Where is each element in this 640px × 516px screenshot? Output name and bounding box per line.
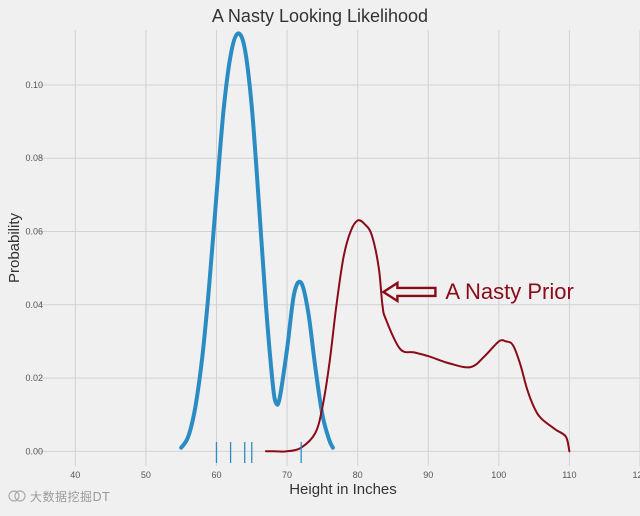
x-tick-label: 60	[211, 470, 221, 480]
x-tick-label: 110	[562, 470, 576, 480]
likelihood-curve	[179, 31, 335, 450]
x-axis-label: Height in Inches	[289, 481, 397, 498]
watermark: 大数据挖掘DT	[8, 488, 110, 505]
tick-labels: 40 50 60 70 80 90 100 110 120 0.00 0.02 0.04 0.06 0.0…	[25, 80, 640, 480]
prior-curve	[264, 219, 571, 453]
x-tick-label: 40	[70, 470, 80, 480]
watermark-logo-icon	[8, 490, 26, 502]
watermark-text: 大数据挖掘DT	[30, 490, 111, 504]
annotation-arrow	[381, 280, 437, 304]
x-tick-label: 50	[141, 470, 151, 480]
x-tick-label: 90	[423, 470, 433, 480]
annotations: A Nasty Prior	[381, 279, 574, 304]
y-tick-label: 0.00	[25, 446, 43, 456]
x-tick-label: 120	[632, 470, 640, 480]
y-tick-label: 0.10	[25, 80, 43, 90]
x-tick-label: 100	[491, 470, 506, 480]
y-axis-label: Probability	[6, 212, 23, 283]
x-tick-label: 70	[282, 470, 292, 480]
y-tick-label: 0.04	[25, 300, 43, 310]
rug-marks	[215, 442, 302, 463]
grid	[40, 30, 640, 466]
annotation-text: A Nasty Prior	[445, 279, 573, 304]
chart-title: A Nasty Looking Likelihood	[212, 6, 428, 26]
y-tick-label: 0.08	[25, 153, 43, 163]
series-lines	[179, 31, 571, 453]
y-tick-label: 0.06	[25, 227, 43, 237]
x-tick-label: 80	[353, 470, 363, 480]
y-tick-label: 0.02	[25, 373, 43, 383]
